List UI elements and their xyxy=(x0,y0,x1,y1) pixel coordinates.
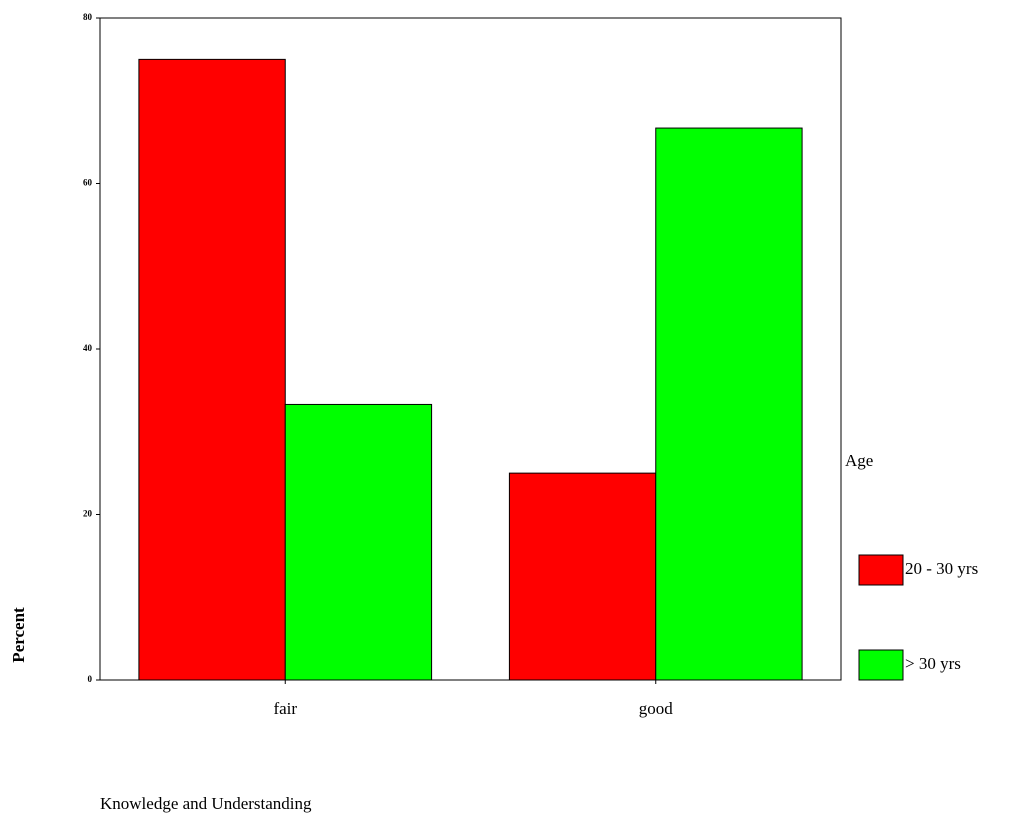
x-axis-label: Knowledge and Understanding xyxy=(100,794,312,813)
x-tick-label: fair xyxy=(273,699,297,718)
bar xyxy=(284,403,433,681)
legend-title: Age xyxy=(845,451,873,470)
y-tick-label: 40 xyxy=(83,343,93,353)
bar xyxy=(508,472,657,681)
y-tick-label: 20 xyxy=(83,509,93,519)
y-tick-label: 60 xyxy=(83,178,93,188)
y-tick-label: 0 xyxy=(88,674,93,684)
bar xyxy=(655,127,803,681)
legend-swatch xyxy=(858,554,904,586)
x-tick-label: good xyxy=(639,699,674,718)
bar xyxy=(138,58,286,681)
y-tick-label: 80 xyxy=(83,12,93,22)
legend-swatch xyxy=(858,649,904,681)
legend-label: > 30 yrs xyxy=(905,654,961,673)
legend-label: 20 - 30 yrs xyxy=(905,559,978,578)
y-axis-label: Percent xyxy=(9,607,28,663)
